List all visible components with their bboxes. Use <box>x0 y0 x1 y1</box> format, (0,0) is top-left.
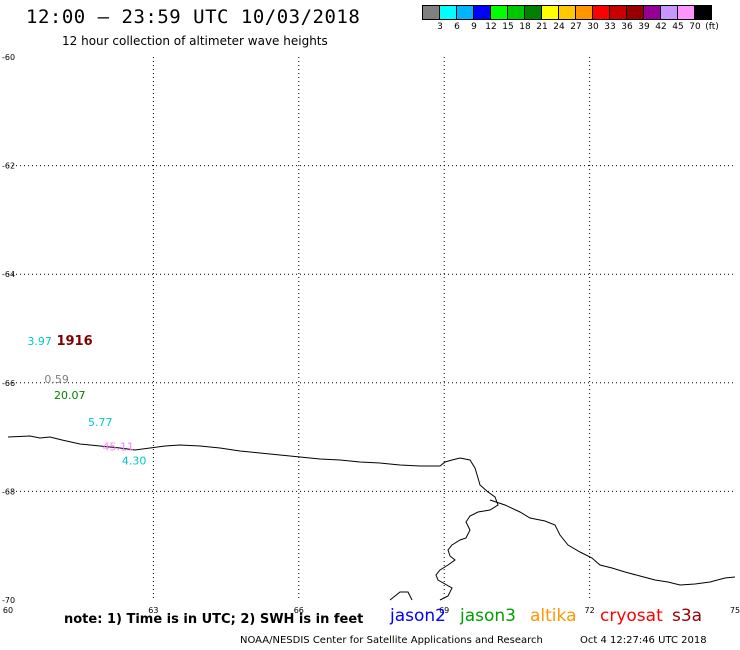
map-subtitle: 12 hour collection of altimeter wave hei… <box>62 34 328 48</box>
y-tick-label: -60 <box>2 53 15 62</box>
y-tick-label: -68 <box>2 487 15 496</box>
scale-label: 39 <box>638 22 650 32</box>
timestamp-text: Oct 4 12:27:46 UTC 2018 <box>580 635 707 646</box>
scale-label: (ft) <box>705 22 719 32</box>
legend-altika: altika <box>530 606 577 626</box>
y-tick-label: -62 <box>2 162 15 171</box>
wave-height-point: 20.07 <box>54 389 86 402</box>
scale-label: 12 <box>485 22 497 32</box>
axis-ticks: 60 63 66 69 72 75 -60 -62 -64 -66 -68 -70 <box>2 53 740 615</box>
scale-label: 6 <box>454 22 460 32</box>
scale-label: 30 <box>587 22 599 32</box>
color-scale-labels: 3 6 9 12 15 18 21 24 27 30 33 36 39 42 45 70 (ft) <box>422 22 740 34</box>
wave-height-point: 1916 <box>56 334 92 349</box>
scale-label: 27 <box>570 22 582 32</box>
wave-height-point: 3.97 <box>27 335 51 348</box>
legend-jason3: jason3 <box>460 606 516 626</box>
map-title: 12:00 – 23:59 UTC 10/03/2018 <box>26 6 361 28</box>
x-tick-label: 66 <box>294 606 304 615</box>
scale-label: 33 <box>604 22 616 32</box>
scale-swatch <box>694 5 712 20</box>
scale-label: 15 <box>502 22 514 32</box>
scale-label: 3 <box>437 22 443 32</box>
y-tick-label: -64 <box>2 270 15 279</box>
legend-cryosat: cryosat <box>600 606 663 626</box>
legend-s3a: s3a <box>672 606 703 626</box>
color-scale <box>422 5 712 20</box>
x-tick-label: 69 <box>439 606 449 615</box>
scale-label: 24 <box>553 22 565 32</box>
scale-label: 21 <box>536 22 548 32</box>
x-tick-label: 60 <box>3 606 13 615</box>
grid-lines <box>8 57 735 600</box>
wave-height-point: 0.59 <box>44 373 69 386</box>
scale-label: 9 <box>471 22 477 32</box>
y-tick-label: -70 <box>2 596 15 605</box>
wave-height-point: 5.77 <box>88 416 113 429</box>
wave-height-point: 4.30 <box>122 454 147 467</box>
wave-height-point: 45.11 <box>103 441 135 454</box>
legend-jason2: jason2 <box>390 606 446 626</box>
coastline <box>7 435 736 601</box>
x-tick-label: 72 <box>585 606 595 615</box>
data-points: 3.97 1916 0.59 20.07 5.77 45.114.30 <box>27 334 146 467</box>
y-tick-label: -66 <box>2 379 15 388</box>
scale-label: 42 <box>655 22 667 32</box>
scale-label: 36 <box>621 22 633 32</box>
note-text: note: 1) Time is in UTC; 2) SWH is in fe… <box>64 612 364 627</box>
scale-label: 45 <box>672 22 684 32</box>
credit-text: NOAA/NESDIS Center for Satellite Applica… <box>240 635 543 646</box>
x-tick-label: 63 <box>148 606 158 615</box>
scale-label: 18 <box>519 22 531 32</box>
x-tick-label: 75 <box>730 606 740 615</box>
scale-label: 70 <box>689 22 701 32</box>
